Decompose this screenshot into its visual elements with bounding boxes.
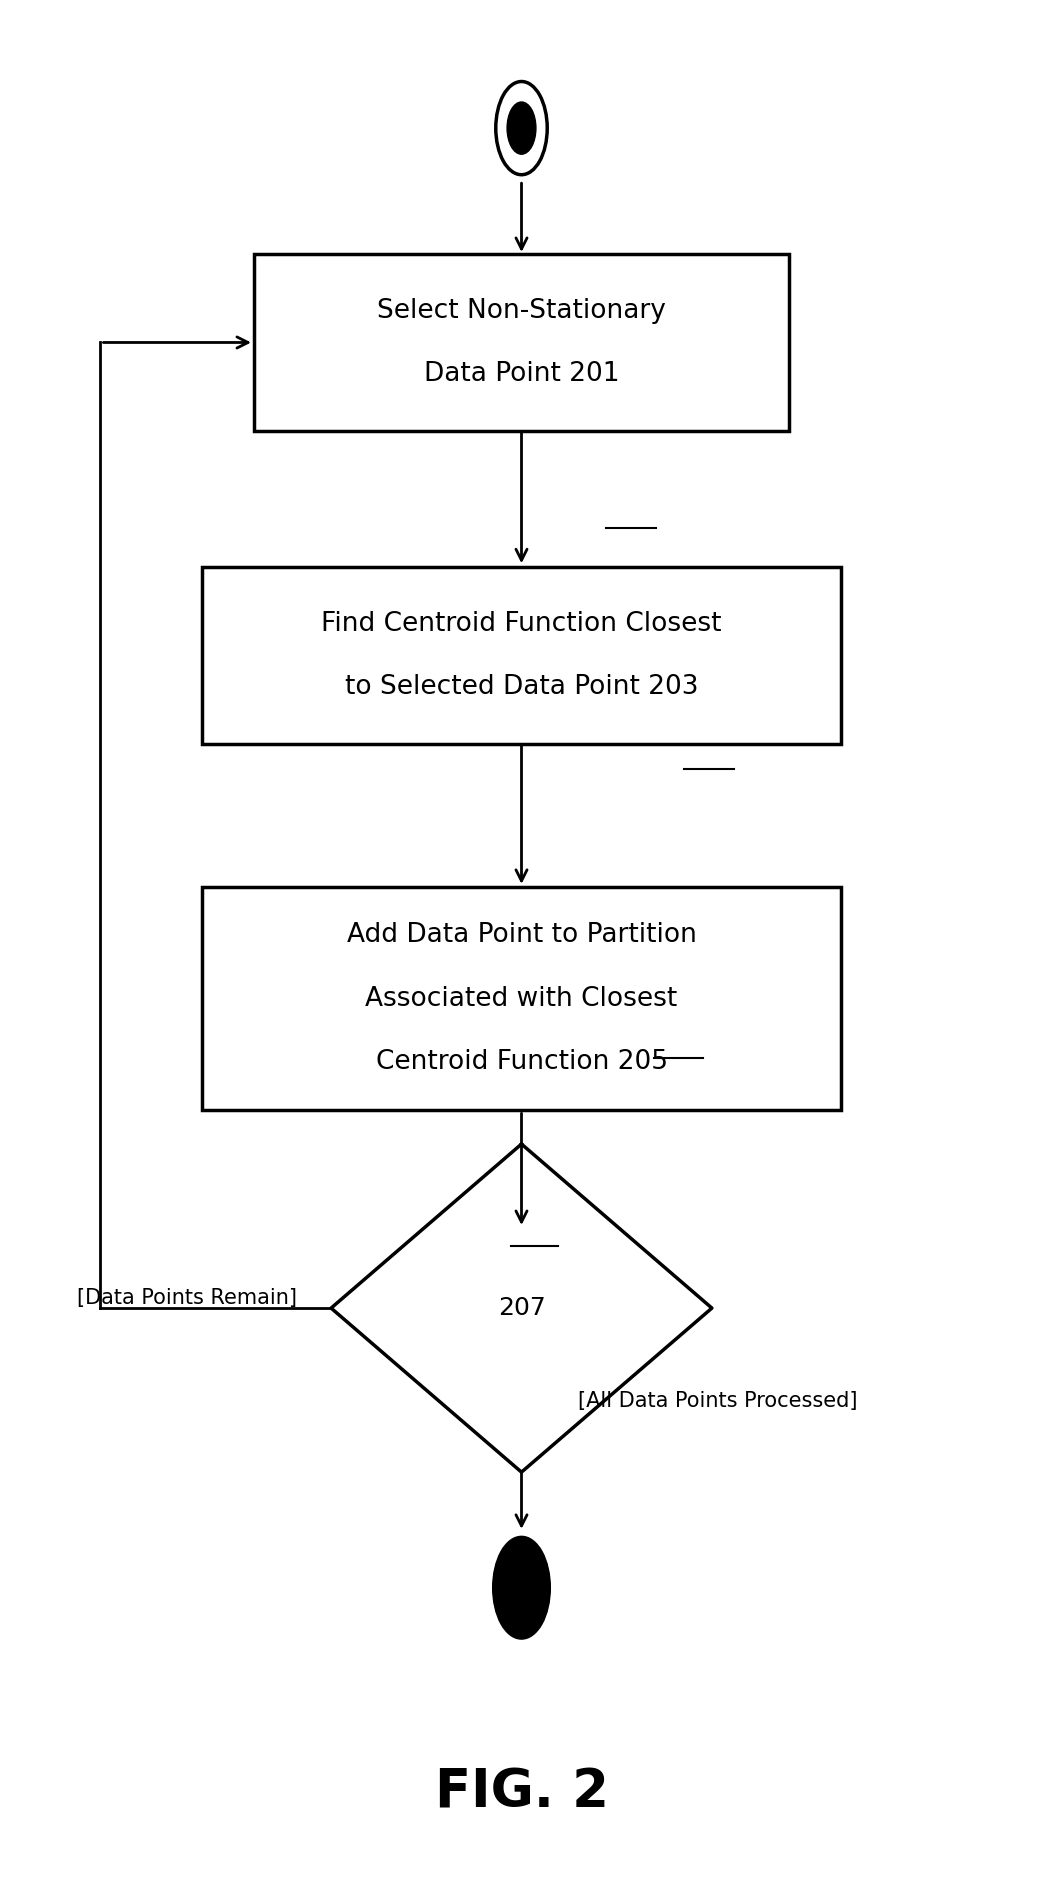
Text: Find Centroid Function Closest: Find Centroid Function Closest	[321, 610, 722, 637]
Text: Data Point 201: Data Point 201	[423, 361, 620, 387]
Text: Select Non-Stationary: Select Non-Stationary	[378, 299, 665, 323]
FancyBboxPatch shape	[202, 886, 841, 1110]
Text: Associated with Closest: Associated with Closest	[365, 986, 678, 1012]
Text: FIG. 2: FIG. 2	[435, 1767, 608, 1818]
FancyBboxPatch shape	[253, 254, 790, 432]
Text: Centroid Function 205: Centroid Function 205	[375, 1050, 668, 1074]
Circle shape	[493, 1538, 550, 1638]
FancyBboxPatch shape	[202, 567, 841, 744]
Text: 207: 207	[498, 1296, 545, 1320]
Text: Add Data Point to Partition: Add Data Point to Partition	[346, 922, 697, 948]
Circle shape	[507, 101, 536, 154]
Polygon shape	[331, 1144, 712, 1472]
Text: [All Data Points Processed]: [All Data Points Processed]	[578, 1392, 857, 1410]
Text: to Selected Data Point 203: to Selected Data Point 203	[345, 674, 698, 700]
Text: [Data Points Remain]: [Data Points Remain]	[77, 1288, 297, 1309]
